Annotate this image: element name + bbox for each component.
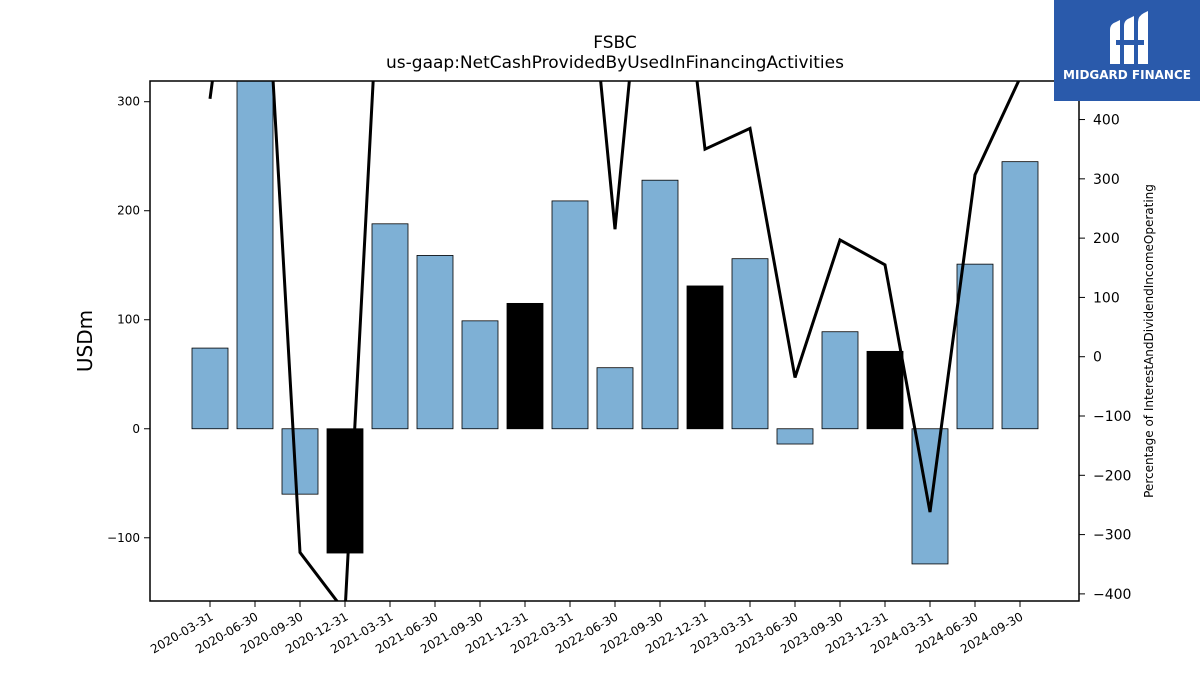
y-tick-label: 0 bbox=[132, 422, 140, 436]
y2-tick-label: 200 bbox=[1093, 231, 1120, 247]
bar-2020-12-31 bbox=[326, 428, 364, 554]
y2-tick-label: 100 bbox=[1093, 290, 1120, 306]
chart-subtitle: us-gaap:NetCashProvidedByUsedInFinancing… bbox=[386, 53, 844, 73]
y2-tick-label: −100 bbox=[1093, 409, 1131, 425]
bar-2022-03-31 bbox=[551, 200, 589, 430]
bars bbox=[191, 81, 1039, 565]
bar-2020-06-30 bbox=[236, 81, 274, 430]
logo-text: MIDGARD FINANCE bbox=[1063, 68, 1191, 82]
y2-axis: −400 −300 −200 −100 0 100 200 300 400 bbox=[1079, 113, 1131, 603]
midgard-logo-icon bbox=[1110, 11, 1148, 64]
y-tick-label: −100 bbox=[107, 531, 140, 545]
bar-2021-03-31 bbox=[371, 223, 409, 430]
y2-tick-label: −200 bbox=[1093, 468, 1131, 484]
y2-tick-label: −300 bbox=[1093, 528, 1131, 544]
bar-2024-09-30 bbox=[1001, 161, 1039, 430]
y-axis: −100 0 100 200 300 bbox=[107, 95, 150, 545]
line-layer bbox=[208, 81, 1021, 601]
bar-2024-06-30 bbox=[956, 263, 994, 430]
bar-2022-06-30 bbox=[596, 367, 634, 430]
bar-2023-09-30 bbox=[821, 331, 859, 430]
bar-2020-03-31 bbox=[191, 347, 229, 430]
bar-2023-03-31 bbox=[731, 258, 769, 430]
y-tick-label: 200 bbox=[117, 204, 140, 218]
bar-2022-12-31 bbox=[686, 285, 724, 430]
y2-tick-label: 300 bbox=[1093, 172, 1120, 188]
chart-title: FSBC bbox=[593, 33, 637, 53]
bar-2021-09-30 bbox=[461, 320, 499, 430]
bar-2021-06-30 bbox=[416, 255, 454, 430]
bar-2020-09-30 bbox=[281, 428, 319, 495]
y2-tick-label: 0 bbox=[1093, 350, 1102, 366]
x-axis: 2020-03-312020-06-302020-09-302020-12-31… bbox=[148, 601, 1026, 656]
bar-2023-12-31 bbox=[866, 350, 904, 430]
y2-tick-label: 400 bbox=[1093, 113, 1120, 129]
y2-tick-label: −400 bbox=[1093, 587, 1131, 603]
percentage-line bbox=[208, 81, 1021, 601]
y2-axis-label: Percentage of InterestAndDividendIncomeO… bbox=[1142, 184, 1156, 498]
midgard-finance-logo: MIDGARD FINANCE bbox=[1054, 0, 1200, 101]
y-axis-label: USDm bbox=[73, 310, 97, 372]
y-tick-label: 300 bbox=[117, 95, 140, 109]
y-tick-label: 100 bbox=[117, 313, 140, 327]
bar-2023-06-30 bbox=[776, 428, 814, 445]
bar-2021-12-31 bbox=[506, 302, 544, 430]
bar-2022-09-30 bbox=[641, 179, 679, 430]
